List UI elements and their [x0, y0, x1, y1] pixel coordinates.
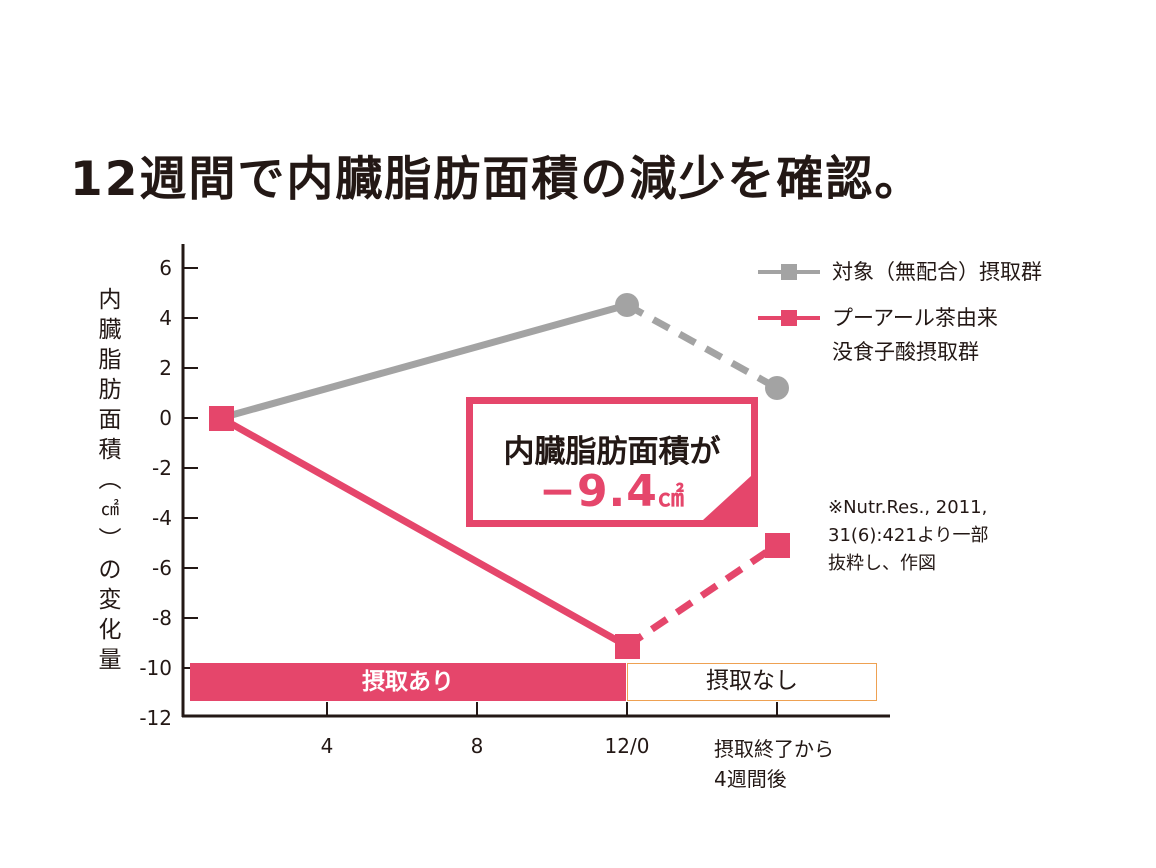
source-note-line: 抜粋し、作図 [828, 553, 936, 574]
y-label-char: ㎠ [101, 499, 119, 520]
y-tick-label: 0 [159, 406, 172, 430]
y-label-char: 内 [98, 287, 122, 313]
callout-box: 内臓脂肪面積が −9.4㎠ [466, 397, 758, 527]
y-label-char: 化 [98, 617, 122, 643]
x-post-label: 摂取終了から 4週間後 [714, 734, 834, 794]
x-post-label-line2: 4週間後 [714, 767, 787, 791]
legend-label: プーアール茶由来 [832, 306, 998, 330]
treatment-marker [615, 634, 640, 659]
x-ticks [326, 702, 778, 716]
legend-square-icon [781, 310, 797, 326]
y-tick-label: -8 [152, 606, 172, 630]
y-label-char: 脂 [98, 347, 122, 373]
control-line-dashed [625, 301, 779, 392]
treatment-line-dashed [625, 542, 779, 649]
y-axis-label: 内 臓 脂 肪 面 積 ︵ ㎠ ︶ の 変 化 量 [92, 285, 128, 675]
y-label-char: 肪 [98, 377, 122, 403]
no-intake-band: 摂取なし [627, 663, 877, 701]
y-label-char: の [98, 557, 122, 583]
treatment-marker [765, 533, 790, 558]
y-label-char: 積 [98, 437, 122, 463]
callout-unit: ㎠ [657, 483, 685, 513]
y-label-char: ︶ [98, 527, 122, 553]
x-tick-label: 12/0 [604, 734, 650, 758]
source-note-line: ※Nutr.Res., 2011, [828, 497, 988, 518]
y-tick-label: -6 [152, 556, 172, 580]
page-title: 12週間で内臓脂肪面積の減少を確認。 [70, 152, 924, 207]
y-tick-label: -4 [152, 506, 172, 530]
y-tick-label: -12 [139, 706, 172, 730]
legend-label: 対象（無配合）摂取群 [832, 260, 1042, 284]
legend-square-icon [781, 264, 797, 280]
source-note: ※Nutr.Res., 2011, 31(6):421より一部 抜粋し、作図 [828, 494, 988, 578]
callout-value: −9.4㎠ [473, 466, 751, 517]
y-tick-label: 2 [159, 356, 172, 380]
control-marker [765, 376, 789, 400]
legend-label: 没食子酸摂取群 [832, 340, 979, 364]
y-tick-label: -10 [139, 656, 172, 680]
control-line-solid [220, 301, 628, 422]
y-tick-label: 4 [159, 306, 172, 330]
treatment-line-solid [219, 414, 629, 650]
y-tick-label: -2 [152, 456, 172, 480]
callout-number: −9.4 [539, 466, 658, 517]
y-label-char: 量 [98, 647, 122, 673]
y-label-char: 変 [98, 587, 122, 613]
x-post-label-line1: 摂取終了から [714, 737, 834, 761]
y-ticks [183, 267, 198, 669]
y-label-char: 臓 [98, 317, 122, 343]
treatment-marker [209, 406, 234, 431]
source-note-line: 31(6):421より一部 [828, 525, 989, 546]
intake-band: 摂取あり [190, 663, 626, 701]
x-tick-label: 8 [470, 734, 484, 758]
control-marker [615, 293, 639, 317]
callout-corner-triangle [703, 476, 751, 520]
x-tick-label: 4 [320, 734, 334, 758]
y-label-char: ︵ [98, 467, 122, 493]
callout-title: 内臓脂肪面積が [503, 434, 721, 470]
y-tick-label: 6 [159, 256, 172, 280]
y-label-char: 面 [98, 407, 122, 433]
